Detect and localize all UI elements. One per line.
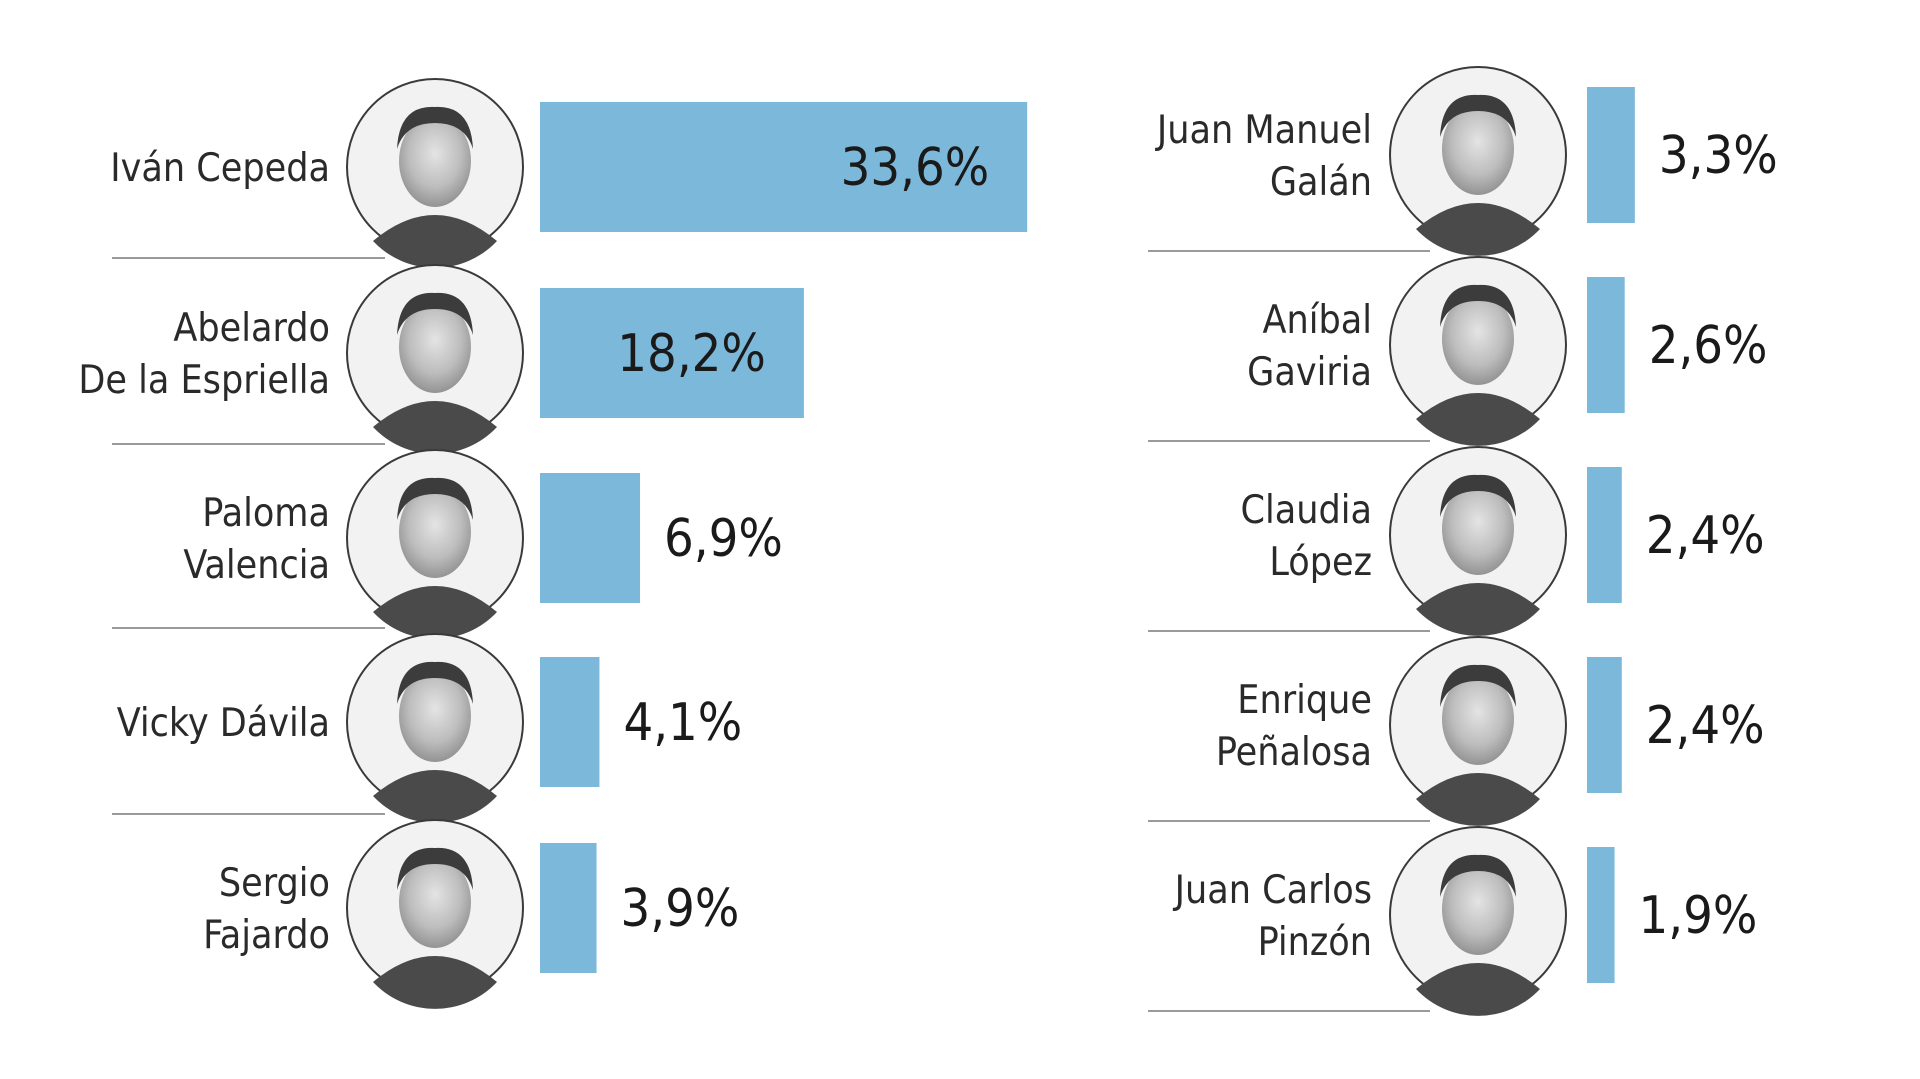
candidate-name: Valencia [183, 543, 330, 588]
candidate-name: Gaviria [1247, 350, 1372, 395]
avatar-shoulders [1416, 583, 1540, 636]
avatar-hair [1440, 284, 1516, 327]
bar-value-label: 6,9% [664, 509, 783, 569]
avatar-face [399, 486, 471, 578]
bar [1587, 277, 1625, 413]
candidate-name: Claudia [1240, 488, 1372, 533]
bar-value-label: 2,6% [1649, 316, 1768, 376]
avatar-shoulders [373, 215, 497, 268]
avatar-face [1442, 673, 1514, 765]
bar [1587, 467, 1622, 603]
bar-value-label: 18,2% [617, 324, 766, 384]
avatar [346, 264, 524, 454]
avatar [346, 633, 524, 823]
candidate-name: Vicky Dávila [117, 701, 330, 746]
bar [540, 473, 641, 603]
avatar-face [1442, 483, 1514, 575]
avatar-hair [1440, 94, 1516, 137]
bar-value-label: 1,9% [1639, 886, 1758, 946]
bar [540, 288, 804, 418]
avatar-hair [397, 292, 473, 335]
candidate-name: Sergio [219, 861, 330, 906]
avatar [1389, 826, 1567, 1016]
avatar-hair [1440, 664, 1516, 707]
avatar-hair [1440, 474, 1516, 517]
avatar-hair [397, 477, 473, 520]
avatar-hair [397, 106, 473, 149]
candidate-name: Enrique [1237, 678, 1372, 723]
avatar-shoulders [1416, 963, 1540, 1016]
avatar-shoulders [1416, 773, 1540, 826]
avatar-shoulders [373, 770, 497, 823]
avatar-hair [397, 847, 473, 890]
candidate-name: Abelardo [173, 306, 330, 351]
candidate-name: De la Espriella [78, 358, 330, 403]
avatar-face [399, 670, 471, 762]
bar-value-label: 3,9% [621, 879, 740, 939]
avatar [346, 449, 524, 639]
avatar [1389, 256, 1567, 446]
candidate-name: Juan Carlos [1173, 868, 1372, 913]
candidate-name: López [1269, 540, 1372, 585]
bar-value-label: 2,4% [1646, 696, 1765, 756]
bar-value-label: 2,4% [1646, 506, 1765, 566]
avatar [346, 78, 524, 268]
avatar-shoulders [1416, 203, 1540, 256]
avatar-shoulders [1416, 393, 1540, 446]
candidate-name: Aníbal [1262, 298, 1372, 343]
bar [540, 657, 600, 787]
bar-value-label: 3,3% [1659, 126, 1778, 186]
avatar [1389, 66, 1567, 256]
bar-value-label: 4,1% [623, 693, 742, 753]
avatar-hair [1440, 854, 1516, 897]
avatar [1389, 446, 1567, 636]
avatar-face [399, 301, 471, 393]
avatar-face [1442, 103, 1514, 195]
avatar-shoulders [373, 586, 497, 639]
bar [1587, 657, 1622, 793]
avatar-hair [397, 661, 473, 704]
avatar-face [1442, 293, 1514, 385]
avatar [1389, 636, 1567, 826]
avatar-shoulders [373, 401, 497, 454]
candidate-name: Pinzón [1258, 920, 1372, 965]
avatar-shoulders [373, 956, 497, 1009]
avatar-face [399, 856, 471, 948]
candidate-name: Paloma [202, 491, 330, 536]
candidate-name: Fajardo [203, 913, 330, 958]
bar [1587, 87, 1635, 223]
candidate-name: Juan Manuel [1155, 108, 1372, 153]
candidate-name: Iván Cepeda [110, 146, 330, 191]
bar [540, 102, 1028, 232]
candidate-name: Peñalosa [1216, 730, 1372, 775]
avatar-face [399, 115, 471, 207]
bar [540, 843, 597, 973]
candidate-name: Galán [1270, 160, 1372, 205]
bar [1587, 847, 1615, 983]
bar-value-label: 33,6% [841, 138, 990, 198]
avatar [346, 819, 524, 1009]
avatar-face [1442, 863, 1514, 955]
